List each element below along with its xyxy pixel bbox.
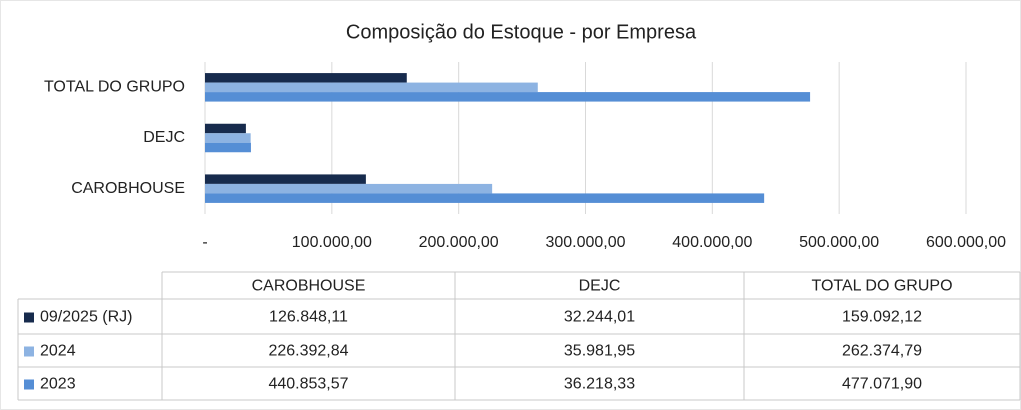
x-tick-label: 200.000,00 <box>419 234 499 251</box>
x-tick-label: 300.000,00 <box>545 234 625 251</box>
y-tick-label: DEJC <box>143 129 185 146</box>
bar <box>205 73 407 83</box>
bar <box>205 193 765 203</box>
table-header: TOTAL DO GRUPO <box>811 278 952 295</box>
table-cell: 159.092,12 <box>842 309 922 326</box>
legend-swatch <box>24 346 34 357</box>
table-header: DEJC <box>579 278 621 295</box>
table-cell: 226.392,84 <box>268 343 348 360</box>
table-header: CAROBHOUSE <box>252 278 366 295</box>
table-cell: 477.071,90 <box>842 376 922 393</box>
table-cell: 126.848,11 <box>269 309 348 326</box>
x-tick-label: 400.000,00 <box>672 234 752 251</box>
legend-label: 09/2025 (RJ) <box>40 309 133 326</box>
bar <box>205 133 251 143</box>
y-tick-label: CAROBHOUSE <box>71 180 185 197</box>
chart-title: Composição do Estoque - por Empresa <box>346 21 697 43</box>
table-cell: 35.981,95 <box>564 343 635 360</box>
table-cell: 262.374,79 <box>842 343 922 360</box>
bar <box>205 123 246 134</box>
legend-swatch <box>24 312 34 323</box>
bar <box>205 92 811 102</box>
table-cell: 440.853,57 <box>268 376 348 393</box>
x-tick-label: 100.000,00 <box>292 234 372 251</box>
bar <box>205 82 538 93</box>
table-cell: 32.244,01 <box>564 309 635 326</box>
bar <box>205 142 251 153</box>
legend-label: 2023 <box>40 376 76 393</box>
x-tick-label: - <box>202 234 207 251</box>
legend-label: 2024 <box>40 343 76 360</box>
bar <box>205 174 366 184</box>
bar <box>205 183 493 194</box>
legend-swatch <box>24 379 34 390</box>
table-cell: 36.218,33 <box>564 376 635 393</box>
x-tick-label: 500.000,00 <box>799 234 879 251</box>
x-tick-label: 600.000,00 <box>926 234 1006 251</box>
y-tick-label: TOTAL DO GRUPO <box>44 79 185 96</box>
